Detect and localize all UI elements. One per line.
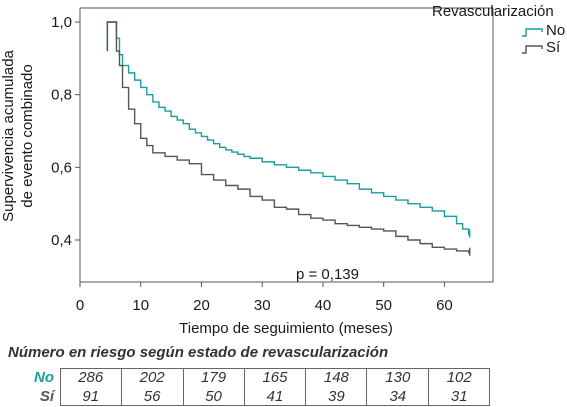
legend-label-no: No	[546, 22, 565, 39]
risk-table: No 286 202 179 165 148 130 102 Sí 91 56 …	[8, 368, 490, 406]
risk-row-no: No 286 202 179 165 148 130 102	[8, 368, 490, 387]
risk-cell: 202	[139, 369, 165, 386]
p-value-annotation: p = 0,139	[296, 266, 359, 283]
risk-cell: 91	[82, 388, 100, 405]
km-chart: 0 10 20 30 40 50 60 0,4 0,6 0,8 1,0 Revascularizac…	[0, 3, 565, 337]
risk-cell: 56	[143, 388, 161, 405]
risk-cell: 39	[328, 388, 345, 405]
risk-cell: 286	[78, 369, 104, 386]
legend-swatch	[522, 45, 543, 54]
risk-row-label: No	[34, 369, 54, 386]
x-tick-label: 60	[436, 297, 453, 314]
legend-title: Revascularización	[432, 3, 554, 20]
y-axis-title-line-1: Supervivencia acumulada	[0, 49, 17, 221]
risk-table-grid	[60, 368, 490, 406]
risk-cell: 148	[323, 369, 349, 386]
risk-row-label: Sí	[39, 388, 54, 405]
y-tick-label: 1,0	[51, 14, 72, 31]
risk-grid-col	[306, 369, 368, 405]
x-tick-label: 20	[193, 297, 210, 314]
x-tick-label: 40	[315, 297, 332, 314]
km-curve-no	[106, 21, 470, 236]
legend-swatch	[522, 28, 543, 37]
risk-grid-col	[122, 369, 184, 405]
risk-cell: 50	[205, 388, 222, 405]
x-tick-label: 10	[132, 297, 149, 314]
km-curve-si	[106, 21, 470, 254]
x-tick-label: 30	[254, 297, 271, 314]
risk-table-title: Número en riesgo según estado de revascu…	[8, 344, 389, 361]
risk-cell: 179	[201, 369, 227, 386]
x-axis-title: Tiempo de seguimiento (meses)	[179, 320, 393, 337]
y-tick-label: 0,4	[51, 232, 72, 249]
risk-grid-col	[184, 369, 245, 405]
risk-row-si: Sí 91 56 50 41 39 34 31	[8, 387, 490, 406]
risk-cell: 34	[389, 388, 407, 405]
y-tick-label: 0,8	[51, 87, 72, 104]
risk-cell: 31	[450, 388, 468, 405]
risk-row-cells: 91 56 50 41 39 34 31	[60, 387, 490, 406]
y-axis-title-line-2: de evento combinado	[19, 64, 36, 207]
x-tick-label: 0	[76, 297, 84, 314]
y-tick-label: 0,6	[51, 159, 72, 176]
chart-series-layer	[106, 21, 471, 256]
risk-grid-col	[61, 369, 123, 405]
x-tick-label: 50	[375, 297, 392, 314]
chart-axes: 0 10 20 30 40 50 60 0,4 0,6 0,8 1,0	[51, 7, 494, 314]
risk-cell: 165	[262, 369, 288, 386]
risk-row-cells: 286 202 179 165 148 130 102	[60, 368, 490, 387]
risk-grid-col	[245, 369, 307, 405]
legend-label-si: Sí	[546, 39, 561, 56]
risk-grid-col	[367, 369, 429, 405]
risk-cell: 130	[385, 369, 411, 386]
risk-cell: 102	[446, 369, 472, 386]
risk-cell: 41	[266, 388, 284, 405]
